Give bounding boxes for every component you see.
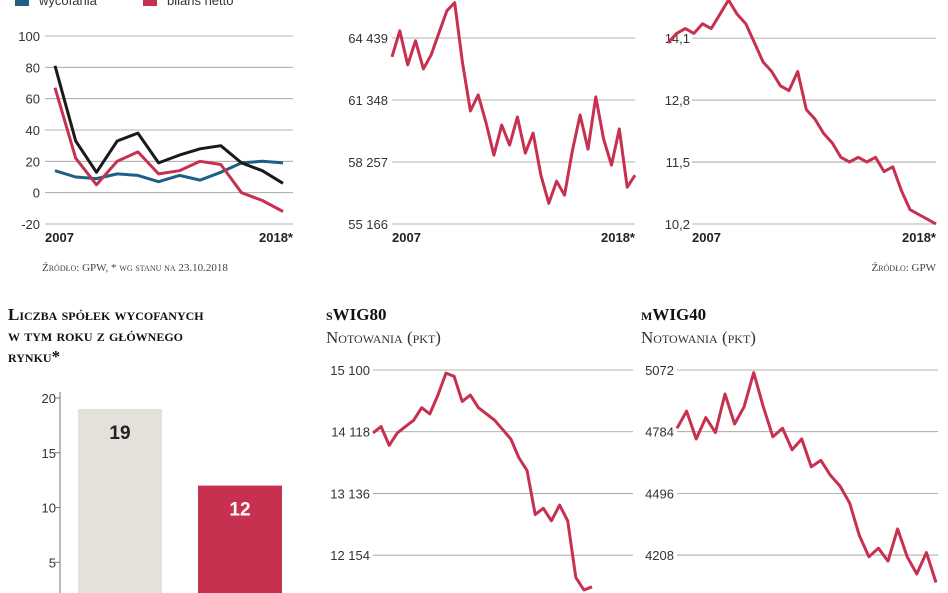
y-tick-label: 0 [33,186,40,201]
y-tick-label: 20 [26,154,40,169]
y-tick-label: 5072 [645,363,674,378]
y-tick-label: 10,2 [665,217,690,232]
y-tick-label: 60 [26,92,40,107]
chart-title: w tym roku z głównego [8,326,183,345]
y-tick-label: 13 136 [330,486,370,501]
source-note: Źródło: GPW [871,262,936,274]
chart-subtitle: Notowania (pkt) [326,328,441,347]
y-tick-label: 4208 [645,548,674,563]
x-tick-label: 2007 [692,230,721,245]
y-tick-label: 55 166 [348,217,388,232]
chart-subtitle: Notowania (pkt) [641,328,756,347]
x-tick-label: 2007 [45,230,74,245]
x-tick-label: 2018* [902,230,937,245]
y-tick-label: 12 154 [330,548,370,563]
y-tick-label: 14 118 [331,425,370,440]
x-tick-label: 2018* [601,230,636,245]
data-line [666,0,937,226]
y-tick-label: 20 [42,391,56,406]
y-tick-label: 58 257 [348,155,388,170]
source-note: Źródło: GPW, * wg stanu na 23.10.2018 [42,262,228,274]
bar [78,408,162,593]
x-tick-label: 2018* [259,230,294,245]
y-tick-label: 10 [42,501,56,516]
y-tick-label: 40 [26,123,40,138]
y-tick-label: 14,1 [665,31,690,46]
data-line [390,1,637,205]
x-tick-label: 2007 [392,230,421,245]
chart-title: mWIG40 [641,305,706,324]
y-tick-label: 12,8 [665,93,690,108]
y-tick-label: 15 100 [330,363,370,378]
legend-swatch [143,0,157,6]
chart-title: sWIG80 [326,305,387,324]
chart-title: rynku* [8,347,60,366]
y-tick-label: 4784 [645,425,674,440]
y-tick-label: 100 [18,29,40,44]
bar [198,485,282,593]
legend-label: bilans netto [167,0,234,8]
data-line [675,371,938,583]
y-tick-label: 4496 [645,486,674,501]
y-tick-label: 5 [49,555,56,570]
legend-label: wycofania [38,0,98,8]
value-label: 19 [109,423,130,444]
y-tick-label: 11,5 [666,155,690,170]
chart-title: Liczba spółek wycofanych [8,305,204,324]
y-tick-label: 80 [26,60,40,75]
data-line [53,65,284,185]
data-line [53,87,284,213]
data-line [372,371,593,592]
y-tick-label: 15 [42,446,56,461]
legend-swatch [15,0,29,6]
value-label: 12 [229,500,250,521]
y-tick-label: 64 439 [348,31,388,46]
y-tick-label: 61 348 [348,93,388,108]
y-tick-label: -20 [21,217,40,232]
